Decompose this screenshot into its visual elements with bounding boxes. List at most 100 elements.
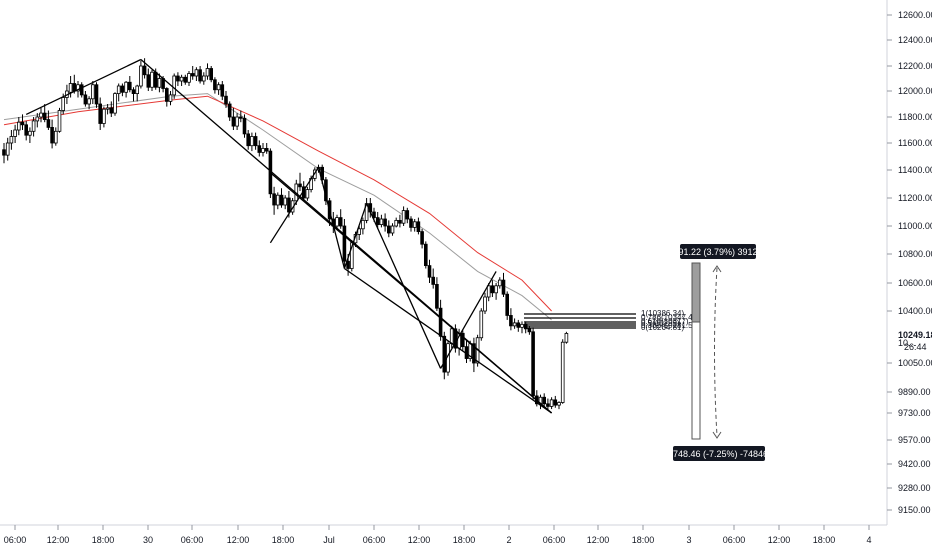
candle-body [483,296,487,312]
time-axis-label: 18:00 [632,535,655,545]
time-axis-label: 18:00 [813,535,836,545]
candle-body [102,108,106,124]
candle-body [460,332,465,348]
candle-body [68,83,73,93]
candle-body [527,328,532,333]
price-axis-label: 9420.00 [898,459,931,469]
time-axis-label: 18:00 [453,535,476,545]
time-axis-label: 30 [143,535,153,545]
candle-body [72,83,77,92]
candle-body [531,331,535,397]
candle-body [79,84,84,96]
time-axis-label: 06:00 [4,535,27,545]
candle-body [497,279,502,287]
price-axis-label: 9150.00 [898,505,931,515]
candle-body [153,71,158,88]
candle-body [379,218,384,225]
price-axis-label: 10400.00 [898,306,932,316]
trendline [269,172,553,414]
trendline [25,58,142,115]
candle-body [261,147,265,153]
candle-body [209,68,214,81]
time-axis-label: 4 [866,535,871,545]
candle-body [238,116,243,119]
current-price-label: 10249.18 [898,330,932,340]
candle-body [287,197,291,213]
price-axis-label: 12200.00 [898,61,932,71]
fib-level-label: 0.5(10295) [641,319,680,328]
price-axis[interactable]: 12600.00 12400.00 12200.00 12000.00 11800.00… [887,10,932,515]
candle-body [105,107,110,110]
candle-body [220,84,225,97]
candle-body [449,328,454,345]
measure-down-label-bg [673,446,765,461]
candle-body [83,94,88,105]
candle-body [2,149,6,156]
time-axis[interactable]: 06:00 12:00 18:00 30 06:00 12:00 18:00 Jul 06:00… [4,525,872,545]
time-axis-label: Jul [323,535,335,545]
fib-retracement: 1(10386.34)0.786(10347.46)0.618(10317)0.… [524,309,700,332]
price-axis-label: 10600.00 [898,278,932,288]
candle-body [479,310,484,339]
candle-body [146,74,151,88]
measure-arrow [714,267,718,437]
candle-body [213,79,217,91]
candle-body [520,323,524,328]
candle-body [190,73,195,77]
candle-body [150,71,154,88]
candle-body [24,124,28,136]
candle-body [501,279,506,295]
candle-body [438,307,443,337]
candle-body [187,73,191,83]
price-axis-label: 11000.00 [898,221,932,231]
measure-up-label: 391.22 (3.79%) 39122 [673,247,762,257]
candle-body [509,315,513,327]
trendlines [25,58,553,414]
candle-body [172,75,177,96]
candle-body [127,81,132,91]
candle-body [486,285,491,298]
candle-body [201,75,206,82]
time-axis-label: 12:00 [768,535,791,545]
candle-body [35,116,40,122]
candle-body [39,112,43,118]
measure-down-box [691,321,701,440]
candle-body [205,68,210,77]
candle-body [394,219,398,227]
candle-body [512,322,517,327]
time-axis-label: 06:00 [723,535,746,545]
candle-body [246,133,251,147]
fib-level-label: 1(10386.34) [641,309,684,318]
fib-level-label: 0.786(10347.46) [641,313,700,322]
time-axis-label: 06:00 [543,535,566,545]
candle-body [401,210,406,224]
candle-body [298,183,302,188]
candle-body [549,399,554,407]
price-axis-label: 11600.00 [898,138,932,148]
candle-body [87,98,91,105]
candle-body [5,142,10,156]
candle-body [442,335,447,373]
price-axis-label: 11200.00 [898,193,932,203]
candle-body [253,136,258,147]
candle-body [372,211,376,218]
candle-body [409,218,413,228]
candle-body [109,107,114,114]
trendline [317,167,346,269]
price-axis-label: 9280.00 [898,483,931,493]
time-axis-label: 06:00 [181,535,204,545]
candle-body [42,112,47,120]
candle-body [335,217,339,227]
time-axis-label: 12:00 [227,535,250,545]
candle-body [398,219,402,224]
candle-body [235,116,239,127]
measure-arrow-head-up [712,265,722,273]
candle-body [194,69,199,77]
candle-body [264,147,269,152]
price-axis-label: 10050.00 [898,358,932,368]
candle-body [13,129,17,137]
candle-body [542,396,546,405]
candle-body [164,88,169,102]
